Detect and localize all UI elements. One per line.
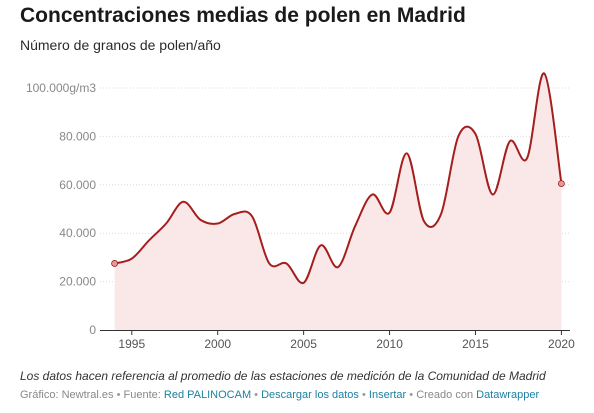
x-tick-label: 2010 <box>376 337 403 351</box>
source-link[interactable]: Red PALINOCAM <box>163 389 252 401</box>
credit-label: Gráfico: Newtral.es <box>20 389 114 401</box>
separator: • <box>361 389 366 401</box>
data-note: Los datos hacen referencia al promedio d… <box>20 369 546 383</box>
source-prefix: Fuente: <box>123 389 161 401</box>
footer-credits: Gráfico: Newtral.es • Fuente: Red PALINO… <box>20 389 539 401</box>
pollen-chart: 0 20.000 40.000 60.000 80.000 100.000g/m3 199… <box>26 72 575 351</box>
x-tick-label: 2005 <box>290 337 317 351</box>
series-line <box>114 72 563 284</box>
download-data-link[interactable]: Descargar los datos <box>261 389 359 401</box>
data-points <box>111 180 565 267</box>
y-tick-label: 100.000g/m3 <box>26 81 96 95</box>
separator: • <box>254 389 259 401</box>
y-tick-labels: 0 20.000 40.000 60.000 80.000 100.000g/m3 <box>26 81 96 337</box>
separator: • <box>116 389 121 401</box>
separator: • <box>409 389 414 401</box>
data-point <box>111 260 118 267</box>
area-fill <box>114 73 562 330</box>
embed-link[interactable]: Insertar <box>368 389 407 401</box>
chart-subtitle: Número de granos de polen/año <box>20 37 221 53</box>
y-tick-label: 60.000 <box>59 178 96 192</box>
y-tick-label: 80.000 <box>59 129 96 143</box>
x-tick-labels: 1995 2000 2005 2010 2015 2020 <box>118 337 575 351</box>
x-tick-label: 1995 <box>118 337 145 351</box>
data-point <box>558 180 565 187</box>
x-tick-label: 2000 <box>204 337 231 351</box>
chart-title: Concentraciones medias de polen en Madri… <box>20 4 466 27</box>
y-tick-label: 0 <box>89 323 96 337</box>
y-tick-label: 20.000 <box>59 275 96 289</box>
y-tick-label: 40.000 <box>59 226 96 240</box>
x-tick-label: 2020 <box>548 337 575 351</box>
datawrapper-link[interactable]: Datawrapper <box>476 389 540 401</box>
x-ticks <box>131 330 562 335</box>
x-tick-label: 2015 <box>462 337 489 351</box>
created-prefix: Creado con <box>416 389 474 401</box>
